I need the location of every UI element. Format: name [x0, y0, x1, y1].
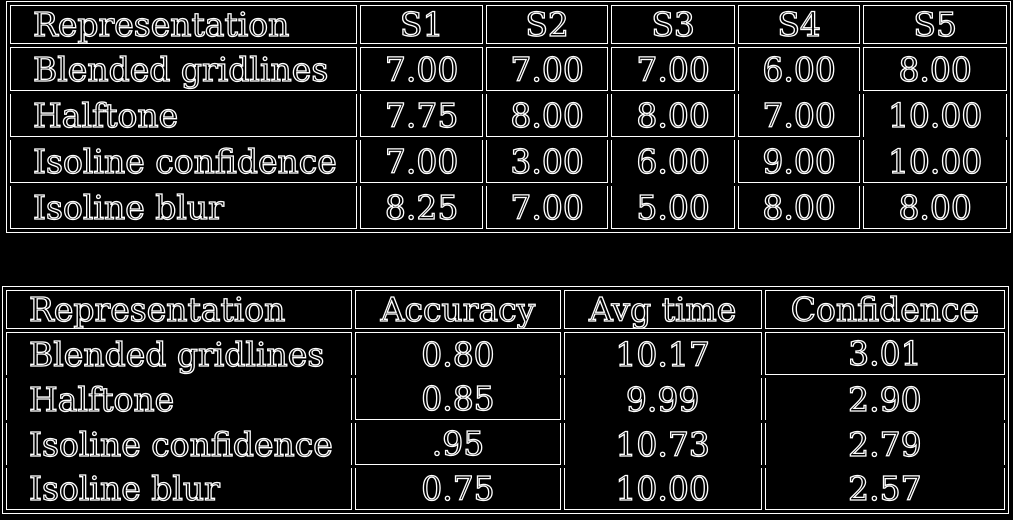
cell-value: 3.01 [764, 332, 1005, 375]
cell-value: 8.00 [485, 94, 609, 137]
cell-value: 7.00 [485, 186, 609, 229]
header-representation: Representation [6, 290, 353, 329]
row-label: Isoline confidence [10, 140, 358, 183]
row-label: Blended gridlines [6, 332, 353, 375]
row-label: Isoline blur [6, 468, 353, 510]
cell-value: 2.90 [764, 378, 1005, 420]
table-header-row: Representation S1 S2 S3 S4 S5 [10, 5, 1007, 44]
cell-value: 7.00 [360, 140, 483, 183]
cell-value: 6.00 [737, 47, 861, 91]
header-s4: S4 [737, 5, 861, 44]
cell-value: 7.75 [360, 94, 483, 137]
table-header-row: Representation Accuracy Avg time Confide… [6, 290, 1005, 329]
header-confidence: Confidence [764, 290, 1005, 329]
header-s5: S5 [863, 5, 1007, 44]
cell-value: 7.00 [360, 47, 483, 91]
header-s2: S2 [485, 5, 609, 44]
cell-value: 0.75 [355, 468, 561, 510]
cell-value: 2.79 [764, 423, 1005, 465]
cell-value: 10.00 [863, 140, 1007, 183]
table-row: Blended gridlines 0.80 10.17 3.01 [6, 332, 1005, 375]
cell-value: .95 [355, 423, 561, 465]
cell-value: 10.00 [863, 94, 1007, 137]
header-accuracy: Accuracy [355, 290, 561, 329]
table-row: Isoline blur 0.75 10.00 2.57 [6, 468, 1005, 510]
row-label: Isoline confidence [6, 423, 353, 465]
row-label: Blended gridlines [10, 47, 358, 91]
cell-value: 6.00 [611, 140, 735, 183]
header-s3: S3 [611, 5, 735, 44]
cell-value: 8.25 [360, 186, 483, 229]
header-representation: Representation [10, 5, 358, 44]
summary-metrics-table: Representation Accuracy Avg time Confide… [2, 286, 1009, 514]
cell-value: 7.00 [737, 94, 861, 137]
cell-value: 3.00 [485, 140, 609, 183]
cell-value: 5.00 [611, 186, 735, 229]
cell-value: 10.17 [563, 332, 762, 375]
cell-value: 8.00 [863, 186, 1007, 229]
cell-value: 8.00 [611, 94, 735, 137]
header-s1: S1 [360, 5, 483, 44]
row-label: Isoline blur [10, 186, 358, 229]
cell-value: 8.00 [737, 186, 861, 229]
cell-value: 10.73 [563, 423, 762, 465]
header-avg-time: Avg time [563, 290, 762, 329]
table-row: Isoline confidence .95 10.73 2.79 [6, 423, 1005, 465]
table-row: Halftone 0.85 9.99 2.90 [6, 378, 1005, 420]
table-row: Isoline confidence 7.00 3.00 6.00 9.00 1… [10, 140, 1007, 183]
row-label: Halftone [10, 94, 358, 137]
cell-value: 7.00 [611, 47, 735, 91]
table-row: Isoline blur 8.25 7.00 5.00 8.00 8.00 [10, 186, 1007, 229]
table-row: Blended gridlines 7.00 7.00 7.00 6.00 8.… [10, 47, 1007, 91]
row-label: Halftone [6, 378, 353, 420]
cell-value: 0.80 [355, 332, 561, 375]
cell-value: 8.00 [863, 47, 1007, 91]
cell-value: 0.85 [355, 378, 561, 420]
cell-value: 2.57 [764, 468, 1005, 510]
scores-by-subject-table: Representation S1 S2 S3 S4 S5 Blended gr… [6, 1, 1011, 233]
table-row: Halftone 7.75 8.00 8.00 7.00 10.00 [10, 94, 1007, 137]
cell-value: 10.00 [563, 468, 762, 510]
cell-value: 7.00 [485, 47, 609, 91]
cell-value: 9.00 [737, 140, 861, 183]
cell-value: 9.99 [563, 378, 762, 420]
